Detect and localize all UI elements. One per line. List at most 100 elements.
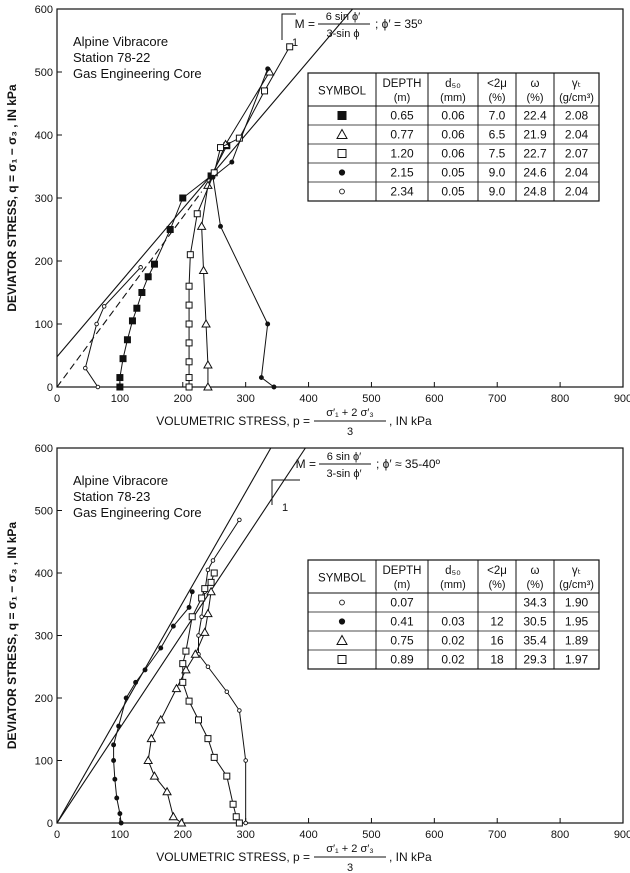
series-curve (147, 591, 212, 824)
legend-header-1-top: DEPTH (383, 565, 422, 577)
legend-cell: 9.0 (489, 185, 506, 199)
x-tick-label: 800 (551, 829, 569, 841)
y-tick-label: 0 (47, 818, 53, 830)
legend-header-3-top: <2μ (487, 78, 507, 90)
legend-symbol (337, 655, 347, 664)
legend-cell: 2.04 (565, 185, 589, 199)
failure-line-2 (57, 191, 203, 387)
legend-cell: 0.75 (390, 634, 414, 648)
legend-cell: 0.06 (441, 147, 465, 161)
slope-label: 1 (282, 502, 288, 514)
formula-prefix: M = (295, 17, 315, 31)
data-point (155, 714, 166, 724)
legend-cell: 0.06 (441, 109, 465, 123)
x-tick-label: 700 (488, 829, 506, 841)
data-point (185, 339, 193, 347)
x-axis-label-unit: , IN kPa (389, 850, 432, 864)
data-point (237, 517, 242, 523)
data-point (185, 697, 193, 705)
data-point (179, 660, 187, 668)
legend-cell: 24.8 (523, 185, 547, 199)
y-tick-label: 300 (35, 193, 53, 205)
annotation-line-2: Station 78-22 (73, 50, 150, 65)
y-tick-label: 100 (35, 319, 53, 331)
data-point (150, 260, 158, 268)
legend-header-3-unit: (%) (488, 579, 505, 591)
x-tick-label: 200 (174, 829, 192, 841)
y-tick-label: 200 (35, 693, 53, 705)
x-tick-label: 600 (425, 393, 443, 405)
data-point (265, 66, 271, 72)
y-tick-label: 100 (35, 756, 53, 768)
data-point (149, 771, 160, 780)
legend-header-2-unit: (mm) (440, 579, 466, 591)
legend-cell: 7.5 (489, 147, 506, 161)
data-point (116, 723, 122, 729)
legend-header-0: SYMBOL (318, 86, 367, 98)
x-axis-label-unit: , IN kPa (389, 414, 432, 428)
data-point (206, 586, 216, 596)
legend-cell: 30.5 (523, 615, 547, 629)
series-4 (179, 569, 243, 827)
x-tick-label: 0 (54, 393, 60, 405)
x-tick-label: 100 (111, 829, 129, 841)
legend-header-3-unit: (%) (488, 92, 505, 104)
y-tick-label: 0 (47, 382, 53, 394)
series-curve (201, 71, 270, 387)
series-2 (196, 66, 275, 391)
data-point (179, 678, 187, 686)
data-point (190, 649, 201, 658)
data-point (232, 813, 240, 821)
legend-symbol (337, 149, 347, 158)
legend-cell: 2.07 (565, 147, 589, 161)
formula-suffix: ; ϕ′ ≈ 35-40º (376, 457, 441, 471)
data-point (203, 608, 213, 618)
legend-cell: 1.95 (565, 615, 589, 629)
legend-cell: 21.9 (523, 128, 547, 142)
formula-denominator: 3-sin ϕ (326, 28, 359, 40)
legend-cell: 29.3 (523, 653, 547, 667)
series-1 (196, 517, 248, 826)
data-point (142, 667, 148, 673)
data-point (117, 811, 123, 817)
x-tick-label: 700 (488, 393, 506, 405)
data-point (237, 708, 242, 713)
data-point (210, 174, 216, 180)
legend-header-5-top: γₜ (572, 565, 581, 577)
legend-cell: 0.05 (441, 185, 465, 199)
data-point (264, 66, 275, 76)
data-point (229, 159, 235, 165)
legend-cell: 9.0 (489, 166, 506, 180)
legend-header-4-top: ω (531, 78, 540, 90)
data-point (166, 226, 174, 233)
series-curve (182, 572, 240, 824)
data-point (138, 289, 146, 296)
legend-cell: 24.6 (523, 166, 547, 180)
data-point (243, 758, 248, 763)
chart-panel-1: 0 100 200 300 400 500 600 700 800 900 0 100 200 300 40… (5, 4, 630, 438)
x-axis-label-denominator: 3 (347, 862, 353, 873)
legend-symbol (337, 111, 347, 120)
data-point (158, 645, 164, 651)
legend-symbol (338, 169, 346, 176)
series-2 (111, 589, 195, 826)
legend-cell: 0.03 (441, 615, 465, 629)
data-point (203, 359, 213, 369)
legend-cell: 22.7 (523, 147, 547, 161)
legend-header-2-top: d₅₀ (445, 565, 461, 577)
legend-header-4-unit: (%) (526, 92, 543, 104)
x-axis-label-text: VOLUMETRIC STRESS, p = (156, 414, 310, 428)
data-point (199, 614, 204, 620)
data-point (123, 695, 129, 701)
y-axis-label: DEVIATOR STRESS, q = σ₁ − σ₃ , IN kPa (5, 84, 19, 312)
data-point (176, 817, 187, 827)
annotation-line-2: Station 78-23 (73, 489, 150, 504)
legend-header-1-top: DEPTH (383, 78, 422, 90)
x-tick-label: 800 (551, 393, 569, 405)
legend-cell: 6.5 (489, 128, 506, 142)
x-axis-label: VOLUMETRIC STRESS, p = σ′₁ + 2 σ′₃ 3 , IN … (156, 407, 432, 438)
legend-header-4-top: ω (531, 565, 540, 577)
legend-cell: 0.02 (441, 653, 465, 667)
